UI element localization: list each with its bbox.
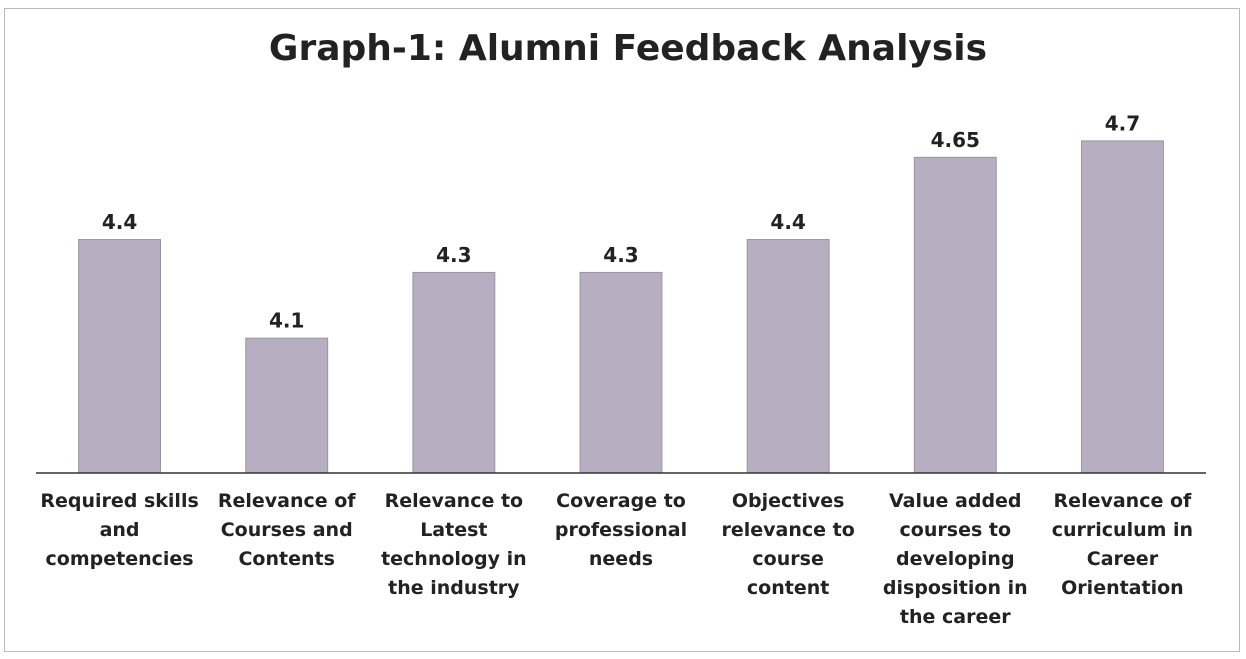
value-label: 4.7: [1105, 111, 1140, 135]
x-tick-label: Required skills and competencies: [40, 490, 199, 570]
value-label: 4.65: [931, 128, 980, 152]
bar: [78, 239, 162, 474]
bar: [412, 271, 496, 474]
x-tick-label: Coverage to professional needs: [554, 490, 688, 570]
value-label: 4.4: [770, 210, 805, 234]
value-label: 4.1: [269, 309, 304, 333]
chart-frame: [4, 8, 1240, 652]
bar: [579, 271, 663, 474]
x-tick-label: Value added courses to developing dispos…: [882, 490, 1028, 628]
bar: [245, 337, 329, 474]
value-label: 4.3: [436, 243, 471, 267]
bar: [746, 239, 830, 474]
value-label: 4.4: [102, 210, 137, 234]
bar: [913, 156, 997, 474]
chart-title: Graph-1: Alumni Feedback Analysis: [269, 28, 987, 69]
x-tick-label: Relevance of curriculum in Career Orient…: [1051, 490, 1194, 599]
value-label: 4.3: [603, 243, 638, 267]
x-tick-label: Relevance of Courses and Contents: [217, 490, 356, 570]
x-tick-label: Relevance to Latest technology in the in…: [381, 490, 527, 599]
bar: [1080, 140, 1164, 474]
x-tick-label: Objectives relevance to course content: [721, 490, 855, 599]
